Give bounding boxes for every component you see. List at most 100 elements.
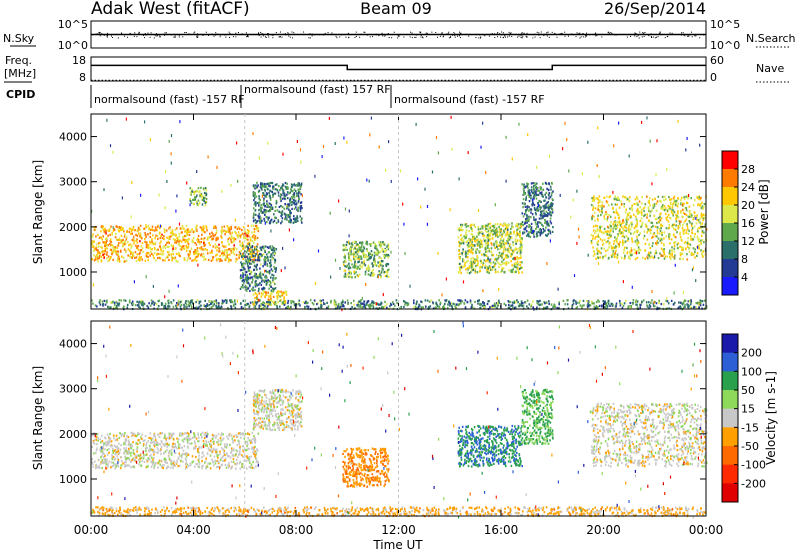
range-cell bbox=[525, 209, 527, 212]
range-cell bbox=[465, 229, 468, 232]
range-cell bbox=[630, 247, 633, 250]
noise-dot bbox=[145, 34, 147, 36]
range-cell bbox=[666, 215, 669, 219]
range-cell bbox=[403, 300, 405, 303]
range-cell bbox=[533, 182, 536, 185]
range-cell bbox=[259, 252, 261, 256]
range-cell bbox=[476, 260, 479, 263]
range-cell bbox=[211, 249, 213, 252]
range-cell bbox=[513, 264, 516, 267]
range-cell bbox=[615, 305, 617, 308]
range-cell bbox=[702, 250, 705, 253]
range-cell bbox=[472, 263, 474, 266]
range-cell bbox=[238, 233, 240, 236]
range-cell bbox=[552, 305, 555, 308]
range-cell bbox=[627, 218, 630, 221]
noise-dot bbox=[235, 32, 237, 34]
range-cell bbox=[261, 206, 263, 209]
range-cell bbox=[196, 202, 198, 205]
noise-dot bbox=[216, 33, 218, 35]
range-cell bbox=[200, 248, 203, 251]
range-cell bbox=[250, 224, 253, 227]
noise-dot bbox=[601, 36, 603, 38]
range-cell bbox=[255, 246, 257, 250]
range-cell bbox=[454, 305, 457, 308]
range-cell bbox=[193, 198, 195, 201]
noise-dot bbox=[178, 34, 180, 36]
range-cell bbox=[381, 247, 384, 250]
range-cell bbox=[354, 246, 356, 249]
range-cell bbox=[658, 301, 660, 304]
range-cell bbox=[661, 224, 664, 227]
range-cell bbox=[637, 229, 639, 232]
range-cell bbox=[264, 258, 267, 261]
range-cell bbox=[620, 222, 623, 225]
range-cell bbox=[170, 253, 172, 256]
range-cell bbox=[607, 237, 610, 240]
range-cell bbox=[509, 300, 512, 304]
range-cell bbox=[143, 302, 146, 305]
range-cell bbox=[488, 232, 490, 235]
range-cell bbox=[259, 281, 261, 285]
range-cell bbox=[608, 246, 610, 249]
range-cell bbox=[470, 262, 473, 265]
noise-dot bbox=[121, 33, 123, 35]
range-cell bbox=[523, 231, 526, 234]
range-cell bbox=[254, 192, 256, 195]
range-cell bbox=[594, 235, 597, 239]
range-cell bbox=[606, 232, 608, 235]
range-cell bbox=[109, 233, 111, 236]
range-cell bbox=[270, 276, 272, 279]
range-cell bbox=[469, 301, 472, 304]
range-cell bbox=[309, 299, 312, 302]
range-cell bbox=[175, 259, 177, 262]
range-cell bbox=[286, 218, 288, 221]
range-cell bbox=[476, 257, 479, 260]
range-cell bbox=[495, 242, 498, 245]
range-cell bbox=[384, 254, 387, 257]
range-cell bbox=[211, 238, 214, 241]
range-cell bbox=[247, 257, 249, 260]
range-cell bbox=[251, 231, 253, 234]
range-cell bbox=[120, 229, 122, 232]
range-cell bbox=[553, 303, 555, 306]
range-cell bbox=[621, 243, 624, 247]
range-cell bbox=[468, 272, 471, 275]
range-cell bbox=[106, 253, 108, 256]
range-cell bbox=[535, 194, 538, 197]
range-cell bbox=[591, 197, 593, 200]
range-cell bbox=[679, 235, 682, 238]
range-cell bbox=[254, 248, 256, 251]
noise-dot bbox=[117, 33, 119, 35]
range-cell bbox=[264, 250, 266, 253]
range-cell bbox=[501, 269, 503, 272]
range-cell bbox=[491, 254, 493, 257]
range-cell bbox=[300, 193, 302, 196]
range-cell bbox=[99, 252, 101, 255]
range-cell bbox=[385, 249, 387, 252]
range-cell bbox=[249, 273, 251, 276]
range-cell bbox=[226, 253, 229, 257]
range-cell bbox=[593, 250, 595, 253]
noise-dot bbox=[147, 32, 149, 34]
range-cell bbox=[631, 221, 633, 224]
range-cell bbox=[345, 274, 348, 278]
range-cell bbox=[468, 244, 471, 247]
noise-dot bbox=[608, 32, 610, 34]
range-cell bbox=[659, 229, 662, 233]
range-cell bbox=[215, 237, 218, 240]
range-cell bbox=[261, 219, 263, 222]
range-cell bbox=[228, 228, 231, 231]
range-cell bbox=[184, 230, 186, 233]
range-cell bbox=[248, 258, 250, 261]
noise-dot bbox=[318, 34, 320, 36]
range-cell bbox=[646, 195, 648, 198]
range-cell bbox=[251, 244, 254, 248]
range-cell bbox=[151, 240, 153, 243]
range-cell bbox=[694, 248, 696, 251]
range-cell bbox=[491, 268, 494, 271]
range-cell bbox=[160, 225, 163, 228]
range-cell bbox=[464, 299, 467, 302]
range-cell bbox=[547, 206, 549, 209]
range-cell bbox=[125, 259, 128, 262]
